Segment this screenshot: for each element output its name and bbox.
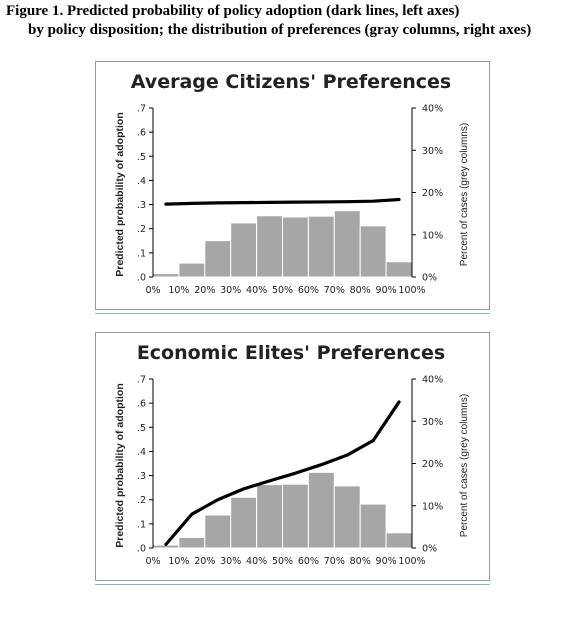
left-tick-label: .5 [137,423,146,434]
caption-line-1: Figure 1. Predicted probability of polic… [6,3,460,19]
histogram-bar [307,215,335,278]
chart-economic-elites: Economic Elites' Preferences .0 .1 .2 .3 .4 .5… [114,342,470,567]
x-tick-label: 30% [220,285,241,296]
left-tick-label: .6 [137,399,146,410]
left-tick-label: .2 [137,495,146,506]
x-tick-label: 40% [246,285,267,296]
histogram-bar [333,210,361,278]
x-tick-label: 20% [194,556,215,567]
right-tick-label: 40% [422,375,443,386]
left-tick-label: .4 [137,447,146,458]
right-axis-title: Percent of cases (grey columns) [459,394,470,537]
left-tick-label: .0 [137,544,146,555]
histogram-bar [333,485,361,549]
histogram-bar [230,222,258,278]
x-tick-label: 70% [324,285,345,296]
left-tick-label: .0 [137,273,146,284]
panel-underline [95,313,490,314]
left-tick-label: .2 [137,224,146,235]
predicted-probability-line [164,197,401,206]
x-tick-label: 40% [246,556,267,567]
left-tick-label: .3 [137,471,146,482]
right-axis-title: Percent of cases (grey columns) [459,123,470,266]
left-tick-label: .7 [137,104,146,115]
left-tick-label: .7 [137,375,146,386]
right-tick-label: 40% [422,104,443,115]
x-tick-label: 90% [376,285,397,296]
chart-average-citizens: Average Citizens' Preferences .0 .1 .2 .3 .4.… [114,71,470,296]
right-tick-label: 20% [422,459,443,470]
predicted-probability-line [164,400,401,546]
x-tick-label: 0% [145,556,160,567]
histogram-bar [282,483,309,549]
x-tick-label: 70% [324,556,345,567]
right-tick-label: 20% [422,188,443,199]
histogram-bar [307,471,335,549]
x-tick-label: 100% [398,285,425,296]
x-tick-label: 20% [194,285,215,296]
histogram-bar [178,536,206,549]
histogram-bar [230,496,258,549]
left-tick-label: .1 [137,519,146,530]
x-tick-label: 10% [168,556,189,567]
x-tick-label: 0% [145,285,160,296]
x-tick-label: 50% [272,285,293,296]
right-tick-label: 0% [422,544,437,555]
left-axis-title: Predicted probability of adoption [114,112,126,277]
x-tick-label: 80% [350,285,371,296]
left-tick-label: .4 [137,176,146,187]
left-tick-label: .6 [137,128,146,139]
right-tick-label: 10% [422,501,443,512]
chart-title: Economic Elites' Preferences [137,342,445,364]
right-tick-label: 30% [422,146,443,157]
x-tick-label: 60% [298,285,319,296]
histogram-bar [256,215,284,278]
histogram-bar [152,273,180,278]
caption-line-2: by policy disposition; the distribution … [28,22,532,38]
left-axis-title: Predicted probability of adoption [114,383,126,548]
x-tick-label: 10% [168,285,189,296]
figure-caption: Figure 1. Predicted probability of polic… [6,2,562,40]
x-tick-label: 30% [220,556,241,567]
right-tick-label: 30% [422,417,443,428]
right-tick-label: 0% [422,273,437,284]
x-tick-label: 80% [350,556,371,567]
x-tick-label: 60% [298,556,319,567]
left-tick-label: .5 [137,152,146,163]
x-tick-label: 50% [272,556,293,567]
left-tick-label: .1 [137,248,146,259]
histogram-bar [204,240,232,278]
histogram-bar [178,262,206,278]
histogram-bar [385,532,413,549]
histogram-bar [204,514,232,549]
x-tick-label: 100% [398,556,425,567]
histogram-bar [359,503,387,549]
left-tick-label: .3 [137,200,146,211]
histogram-bar [385,261,413,278]
right-tick-label: 10% [422,230,443,241]
histogram-bar [256,484,284,549]
x-tick-label: 90% [376,556,397,567]
panel-underline [95,584,490,585]
chart-title: Average Citizens' Preferences [131,71,451,93]
histogram-bar [282,216,309,278]
histogram-bar [359,225,387,278]
